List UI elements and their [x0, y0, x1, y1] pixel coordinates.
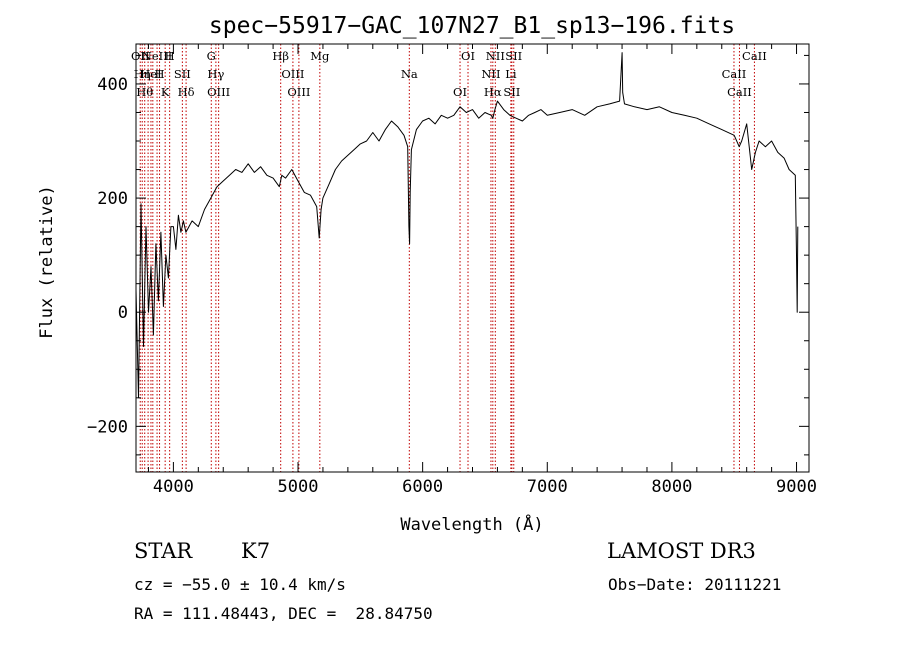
line-label: NII	[486, 49, 505, 63]
line-label: NII	[481, 67, 500, 81]
line-label: OI	[461, 49, 475, 63]
chart-title: spec−55917−GAC_107N27_B1_sp13−196.fits	[209, 13, 735, 39]
line-label: NeIII	[142, 49, 173, 63]
line-label: H	[155, 67, 165, 81]
line-label: Hα	[484, 85, 502, 99]
x-tick-label: 6000	[402, 477, 443, 497]
object-subclass: K7	[241, 539, 271, 563]
line-label: Mg	[310, 49, 330, 63]
observation-date: Obs−Date: 20111221	[608, 575, 782, 594]
line-label: CaII	[722, 67, 747, 81]
y-tick-label: −200	[87, 417, 128, 437]
y-tick-label: 0	[118, 303, 128, 323]
line-label: Li	[505, 67, 517, 81]
spectrum-line	[135, 52, 799, 399]
line-label: OIII	[287, 85, 310, 99]
y-axis-label: Flux (relative)	[37, 185, 57, 339]
line-label: Hη	[134, 67, 151, 81]
spectral-line-markers	[139, 44, 755, 472]
line-label: HeI	[140, 67, 161, 81]
line-label: CaII	[727, 85, 752, 99]
x-tick-label: 8000	[651, 477, 692, 497]
line-label: Hβ	[272, 49, 289, 63]
x-tick-label: 9000	[776, 477, 817, 497]
x-axis-label: Wavelength (Å)	[400, 513, 543, 535]
line-label: H	[165, 49, 175, 63]
x-tick-label: 5000	[278, 477, 319, 497]
line-label: SII	[505, 49, 522, 63]
object-class: STAR	[134, 539, 193, 563]
line-label: G	[207, 49, 216, 63]
line-label: OIII	[281, 67, 304, 81]
line-label: OI	[453, 85, 467, 99]
axis-ticks: 4000 5000 6000 7000 8000 9000 −200 0 200 400	[87, 44, 817, 497]
x-tick-label: 7000	[527, 477, 568, 497]
spectrum-series	[135, 52, 799, 399]
x-tick-label: 4000	[153, 477, 194, 497]
line-label: K	[161, 85, 170, 99]
line-label: Hγ	[207, 67, 224, 81]
redshift-cz: cz = −55.0 ± 10.4 km/s	[134, 575, 346, 594]
line-label: Hθ	[136, 85, 153, 99]
line-label: OIII	[207, 85, 230, 99]
survey-name: LAMOST DR3	[607, 539, 756, 563]
line-label: SII	[174, 67, 191, 81]
line-label: SII	[503, 85, 520, 99]
line-label: Na	[401, 67, 418, 81]
coordinates: RA = 111.48443, DEC = 28.84750	[134, 604, 433, 623]
y-tick-label: 400	[97, 75, 128, 95]
line-label: Hδ	[178, 85, 195, 99]
plot-frame	[135, 43, 810, 473]
line-label: CaII	[742, 49, 767, 63]
y-tick-label: 200	[97, 189, 128, 209]
spectral-line-labels: OIIHηHθHeINeIIIHKHSIIHδGHγOIIIHβOIIIOIII…	[131, 49, 767, 99]
